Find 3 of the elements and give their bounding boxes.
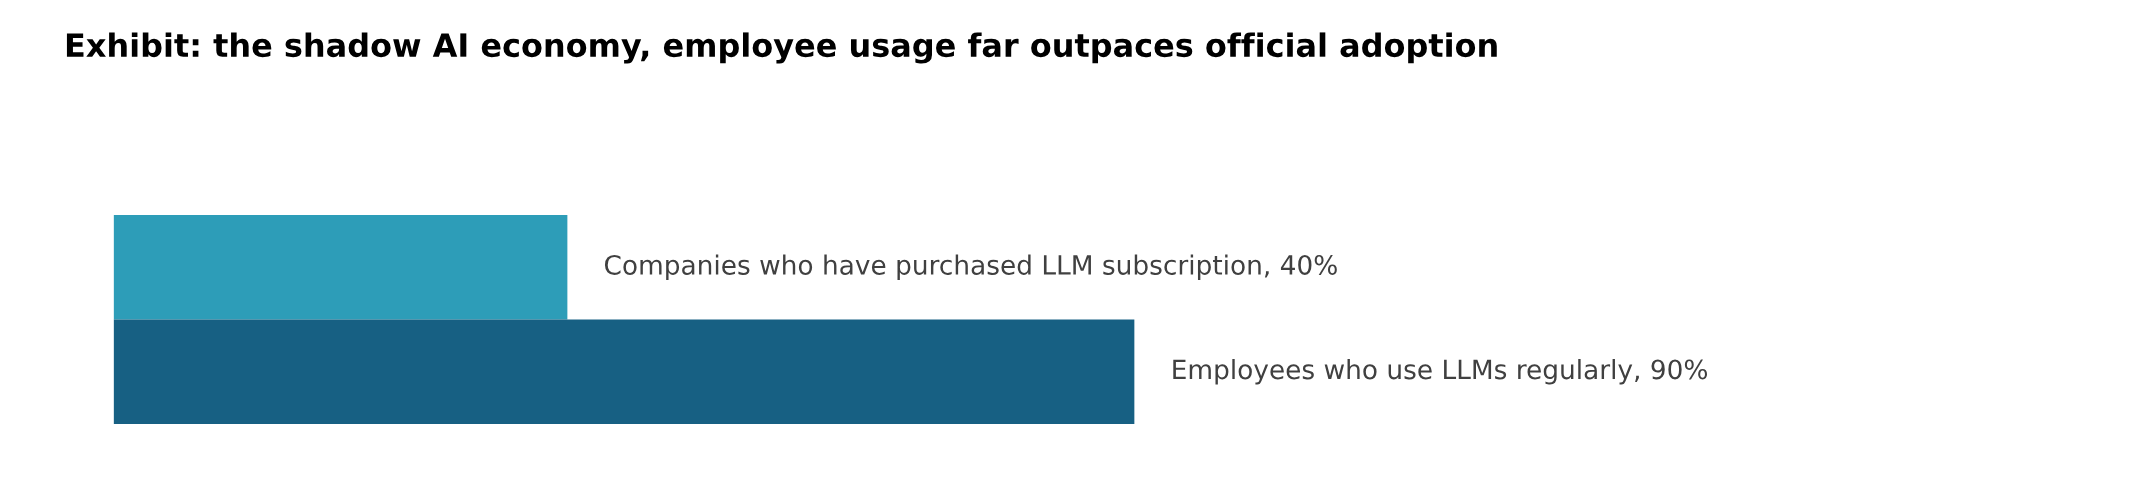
data-label: Companies who have purchased LLM subscription, 40%: [604, 254, 1337, 281]
chart-title: Exhibit: the shadow AI economy, employee usage far outpaces official adoption: [66, 32, 1497, 64]
data-label: Employees who use LLMs regularly, 90%: [1173, 358, 1708, 385]
